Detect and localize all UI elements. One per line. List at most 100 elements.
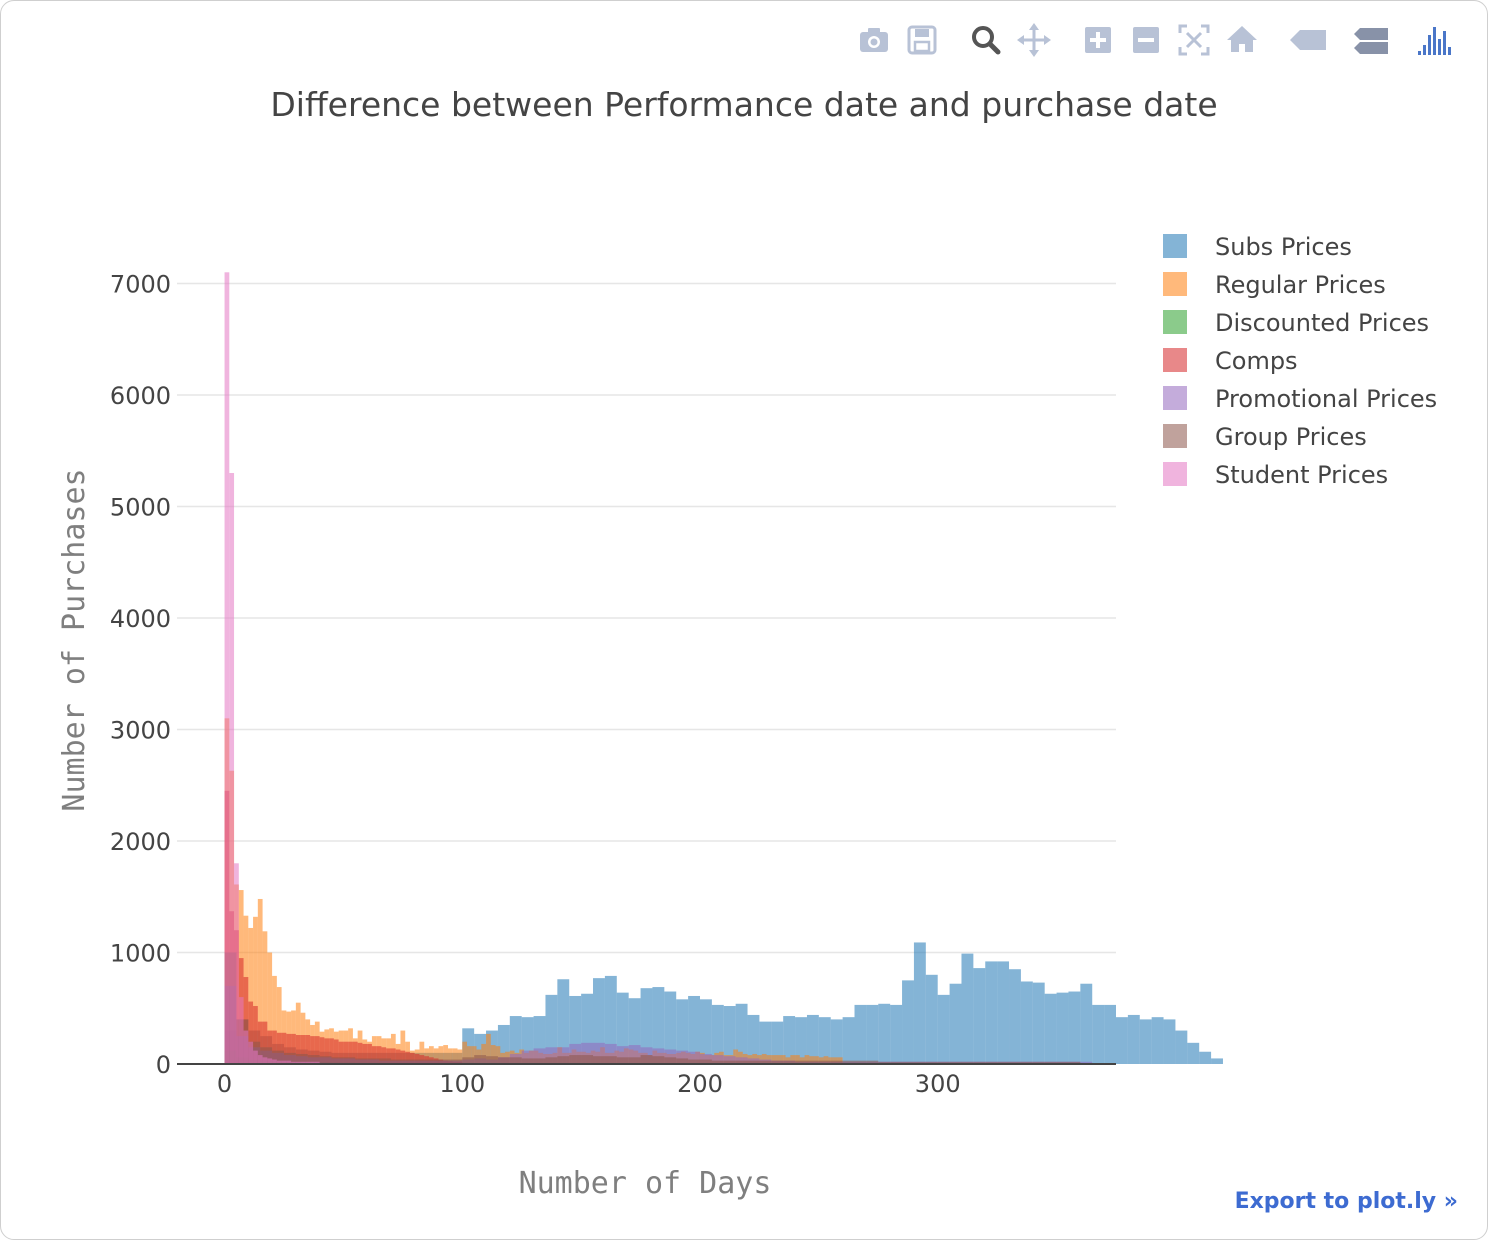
histogram-bar[interactable] <box>866 1060 879 1064</box>
histogram-bar[interactable] <box>780 1055 786 1064</box>
histogram-bar[interactable] <box>604 975 617 1064</box>
histogram-bar[interactable] <box>386 1048 391 1064</box>
histogram-bar[interactable] <box>795 1017 807 1064</box>
histogram-bar[interactable] <box>319 1037 325 1064</box>
histogram-bar[interactable] <box>664 1049 677 1064</box>
histogram-bar[interactable] <box>604 1043 617 1064</box>
histogram-bar[interactable] <box>395 1049 401 1064</box>
histogram-bar[interactable] <box>699 999 712 1064</box>
histogram-bar[interactable] <box>291 1033 296 1064</box>
histogram-bar[interactable] <box>474 1033 487 1064</box>
histogram-bar[interactable] <box>272 1059 277 1064</box>
histogram-bar[interactable] <box>509 1016 522 1064</box>
histogram-bar[interactable] <box>267 1058 273 1064</box>
histogram-bar[interactable] <box>474 1055 487 1064</box>
histogram-bar[interactable] <box>257 898 263 1064</box>
histogram-bar[interactable] <box>771 1055 777 1064</box>
histogram-bar[interactable] <box>818 1017 831 1064</box>
histogram-bar[interactable] <box>1127 1014 1140 1064</box>
histogram-bar[interactable] <box>286 1060 292 1064</box>
histogram-bar[interactable] <box>545 1057 558 1064</box>
histogram-bar[interactable] <box>272 975 277 1064</box>
histogram-bar[interactable] <box>300 1061 306 1064</box>
histogram-bar[interactable] <box>1009 1061 1021 1064</box>
histogram-bar[interactable] <box>352 1041 358 1064</box>
histogram-bar[interactable] <box>783 1016 796 1064</box>
histogram-bar[interactable] <box>823 1056 829 1064</box>
histogram-bar[interactable] <box>676 1058 689 1064</box>
histogram-bar[interactable] <box>1056 1061 1069 1064</box>
histogram-bar[interactable] <box>428 1046 434 1064</box>
histogram-bar[interactable] <box>1080 983 1093 1064</box>
histogram-bar[interactable] <box>362 1043 368 1064</box>
histogram-bar[interactable] <box>486 1056 498 1064</box>
histogram-bar[interactable] <box>1044 1061 1057 1064</box>
histogram-bar[interactable] <box>253 1050 258 1064</box>
histogram-bar[interactable] <box>997 961 1010 1064</box>
histogram-bar[interactable] <box>281 1032 287 1064</box>
histogram-bar[interactable] <box>902 980 914 1064</box>
histogram-bar[interactable] <box>1032 1061 1045 1064</box>
histogram-bar[interactable] <box>795 1060 807 1064</box>
legend-item[interactable]: Regular Prices <box>1163 271 1386 299</box>
histogram-bar[interactable] <box>381 1047 387 1064</box>
histogram-bar[interactable] <box>390 1048 396 1064</box>
histogram-bar[interactable] <box>664 991 677 1064</box>
histogram-bar[interactable] <box>409 1052 415 1064</box>
histogram-bar[interactable] <box>305 1035 311 1064</box>
histogram-bar[interactable] <box>272 1030 277 1064</box>
histogram-bar[interactable] <box>238 997 244 1064</box>
histogram-bar[interactable] <box>295 1053 308 1064</box>
histogram-bar[interactable] <box>557 979 570 1064</box>
hover-compare-icon[interactable] <box>1352 20 1390 60</box>
histogram-bar[interactable] <box>795 1055 800 1064</box>
histogram-bar[interactable] <box>276 987 282 1064</box>
histogram-bar[interactable] <box>497 1024 510 1064</box>
legend-item[interactable]: Group Prices <box>1163 423 1367 451</box>
histogram-bar[interactable] <box>262 1021 268 1064</box>
histogram-bar[interactable] <box>688 995 700 1064</box>
histogram-bar[interactable] <box>357 1042 363 1064</box>
histogram-bar[interactable] <box>1068 1061 1081 1064</box>
histogram-bar[interactable] <box>878 1003 891 1064</box>
histogram-bar[interactable] <box>699 1059 712 1064</box>
histogram-bar[interactable] <box>628 998 641 1064</box>
histogram-bar[interactable] <box>949 983 962 1064</box>
histogram-bar[interactable] <box>348 1041 353 1064</box>
histogram-bar[interactable] <box>262 931 268 1064</box>
legend-item[interactable]: Promotional Prices <box>1163 385 1437 413</box>
histogram-bar[interactable] <box>842 1060 855 1064</box>
histogram-bar[interactable] <box>481 1043 487 1064</box>
histogram-bar[interactable] <box>314 1061 320 1064</box>
histogram-bar[interactable] <box>949 1061 962 1064</box>
histogram-bar[interactable] <box>521 1050 534 1064</box>
histogram-bar[interactable] <box>761 1053 767 1064</box>
autoscale-icon[interactable] <box>1176 20 1214 60</box>
histogram-bar[interactable] <box>262 1057 268 1064</box>
histogram-bar[interactable] <box>305 1061 311 1064</box>
histogram-bar[interactable] <box>628 1045 641 1064</box>
histogram-bar[interactable] <box>616 1046 629 1064</box>
histogram-bar[interactable] <box>267 952 273 1064</box>
histogram-bar[interactable] <box>426 1059 439 1064</box>
histogram-bar[interactable] <box>569 995 582 1064</box>
histogram-bar[interactable] <box>937 1061 950 1064</box>
histogram-bar[interactable] <box>747 1060 760 1064</box>
histogram-bar[interactable] <box>814 1056 819 1064</box>
histogram-bar[interactable] <box>400 1030 406 1064</box>
histogram-bar[interactable] <box>818 1060 831 1064</box>
histogram-bar[interactable] <box>842 1017 855 1064</box>
histogram-bar[interactable] <box>438 1059 451 1064</box>
histogram-bar[interactable] <box>414 1053 420 1064</box>
histogram-bar[interactable] <box>248 1001 254 1064</box>
histogram-bar[interactable] <box>776 1055 781 1064</box>
histogram-bar[interactable] <box>723 1006 736 1064</box>
legend-item[interactable]: Comps <box>1163 347 1298 375</box>
histogram-bar[interactable] <box>733 1049 739 1064</box>
histogram-bar[interactable] <box>1211 1058 1223 1064</box>
histogram-bar[interactable] <box>1175 1030 1188 1064</box>
histogram-bar[interactable] <box>307 1055 320 1064</box>
histogram-bar[interactable] <box>804 1055 810 1064</box>
histogram-bar[interactable] <box>581 1042 594 1064</box>
histogram-bar[interactable] <box>1044 993 1057 1064</box>
